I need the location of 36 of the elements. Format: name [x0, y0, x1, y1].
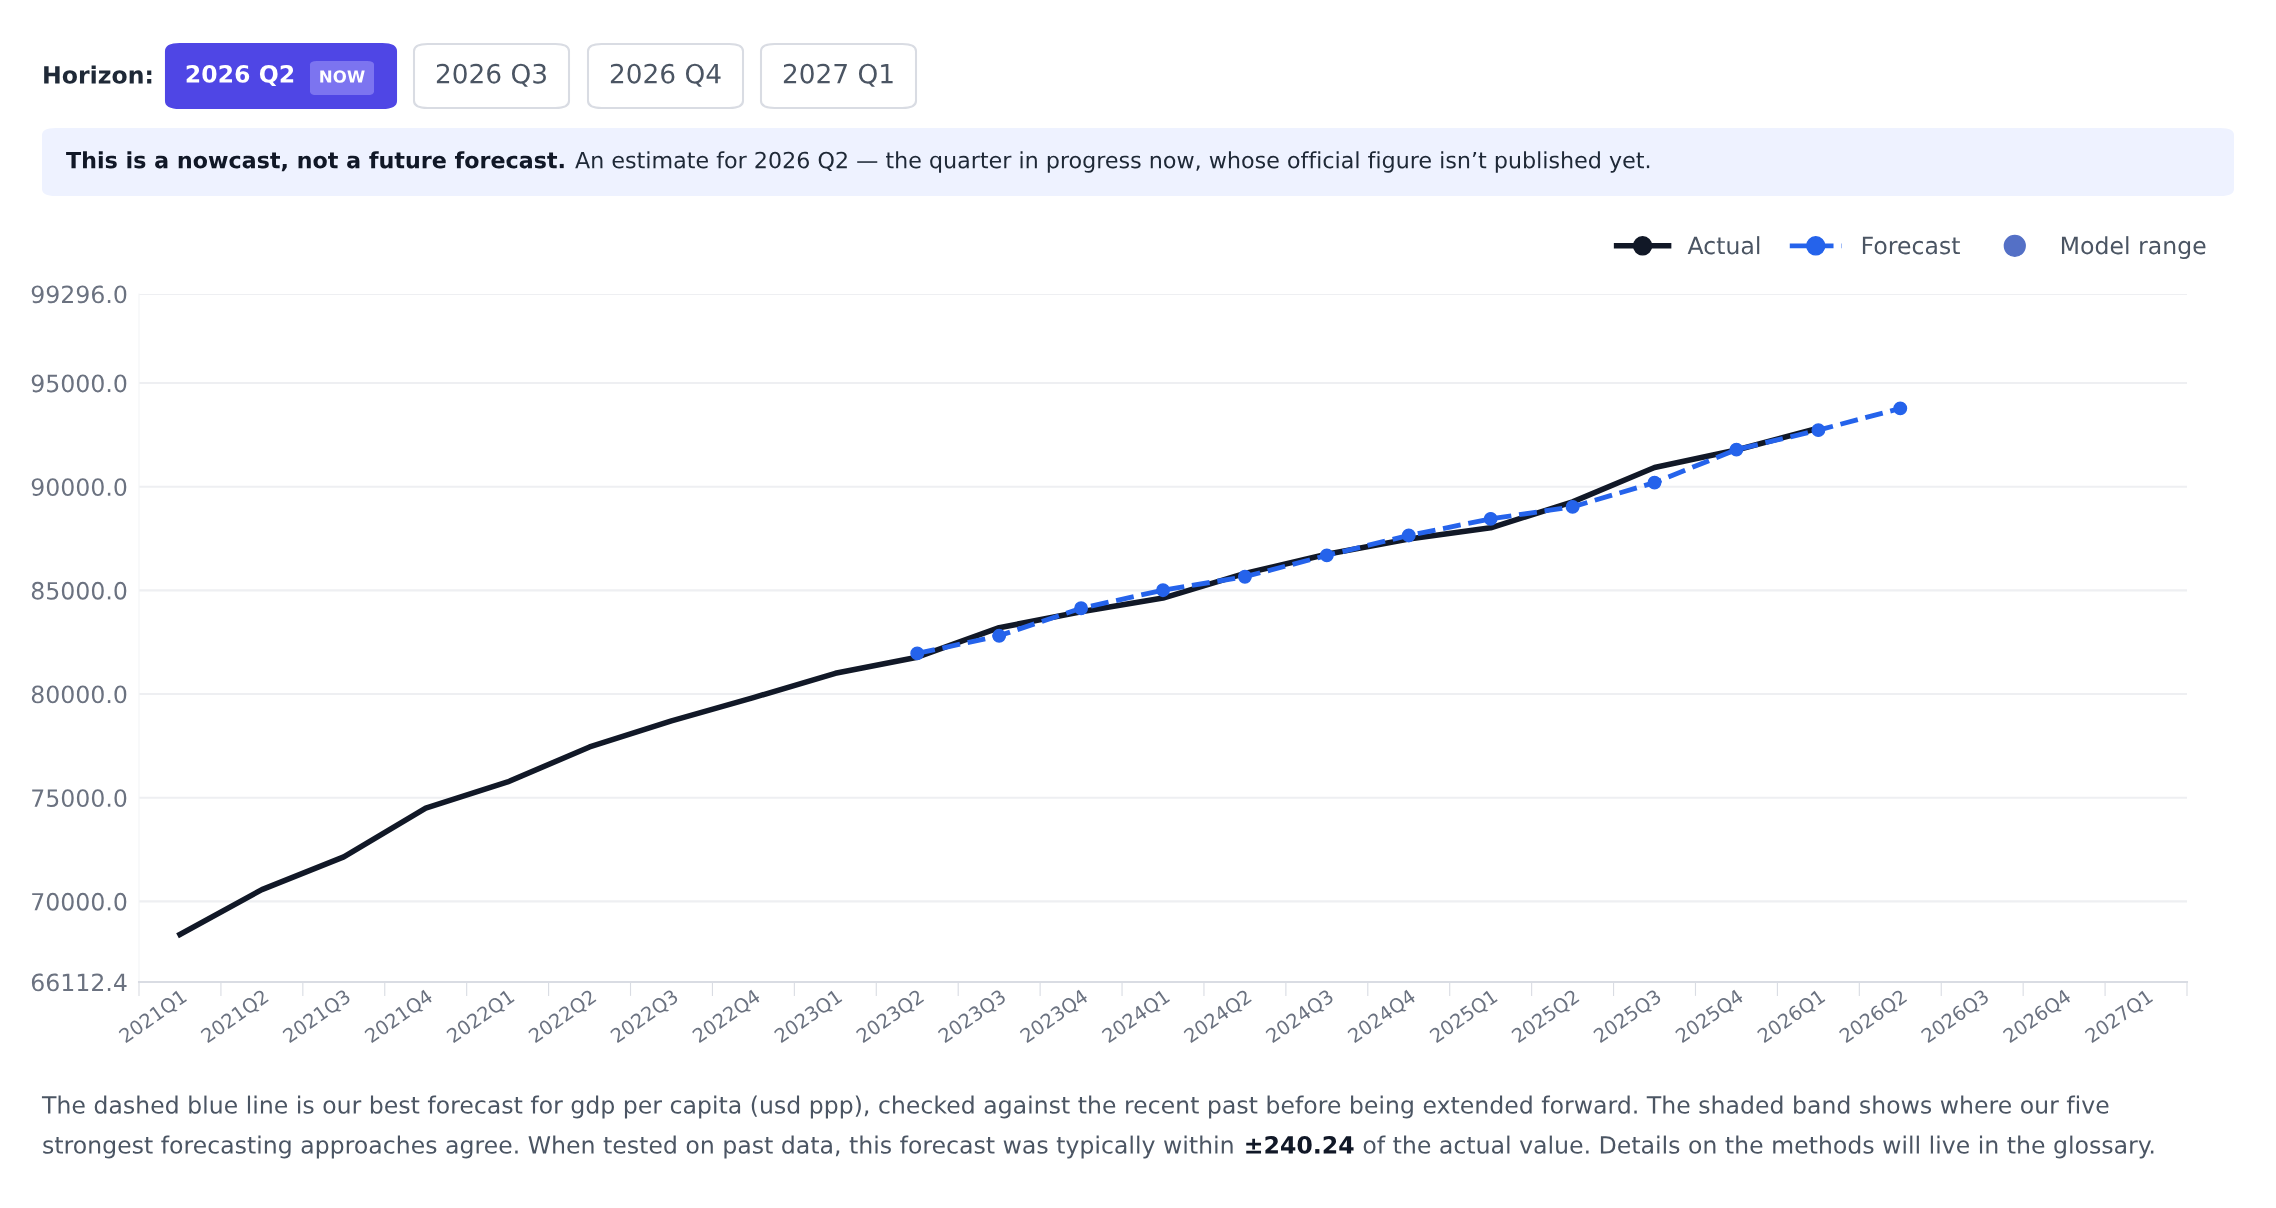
text: 2026 Q4 [610, 63, 721, 87]
point [1729, 442, 1744, 457]
point [1483, 511, 1498, 526]
point [910, 646, 925, 661]
y-tick-label: 75000.0 [32, 789, 127, 808]
text: The dashed blue line is our best forecast for gdp per capita (usd ppp), checked against the recent past before being extended forward. The shaded band shows where our five [41, 1095, 2109, 1119]
y-tick-label: 95000.0 [31, 374, 127, 393]
point [1565, 499, 1580, 514]
point [1319, 548, 1334, 563]
y-tick-label: 85000.0 [31, 581, 127, 600]
text: Horizon: [44, 65, 152, 84]
text: 2027 Q1 [783, 63, 893, 87]
legend-label: Actual [1687, 236, 1760, 255]
point [1401, 528, 1416, 543]
point [1647, 475, 1662, 490]
y-tick-label: 66112.4 [31, 973, 127, 992]
text: 2026 Q3 [436, 63, 546, 87]
text: ±240.24 [1246, 1135, 1354, 1154]
text: NOW [320, 70, 365, 83]
point [1893, 401, 1908, 416]
legend-label: Forecast [1862, 236, 1960, 255]
text: This is a nowcast, not a future forecast. [66, 151, 564, 172]
text: strongest forecasting approaches agree. When tested on past data, this forecast was typically within [43, 1135, 1233, 1159]
y-tick-label: 99296.0 [31, 285, 127, 304]
point [1156, 583, 1170, 598]
point [992, 628, 1007, 643]
text: An estimate for 2026 Q2 — the quarter in progress now, whose official figure isn’t published yet. [575, 151, 1650, 173]
legend-label: Model range [2061, 236, 2206, 259]
point [1811, 423, 1826, 438]
text: 2026 Q2 [186, 64, 294, 86]
point [1237, 569, 1252, 584]
text: of the actual value. Details on the methods will live in the glossary. [1363, 1135, 2154, 1159]
y-tick-label: 80000.0 [31, 685, 127, 704]
y-tick-label: 70000.0 [32, 892, 127, 911]
point [1074, 601, 1089, 616]
y-tick-label: 90000.0 [31, 478, 127, 497]
